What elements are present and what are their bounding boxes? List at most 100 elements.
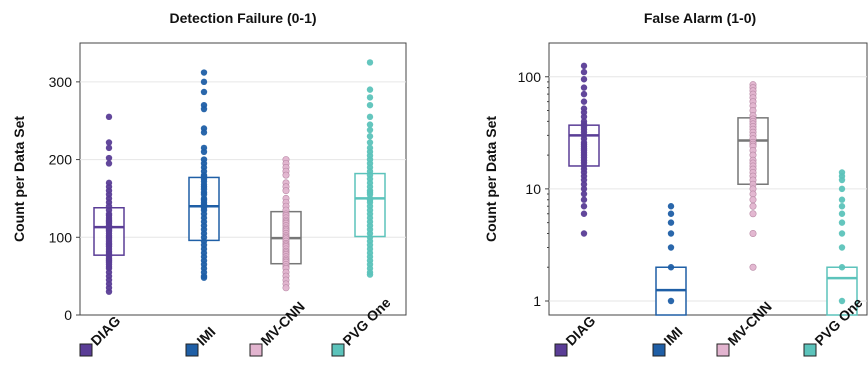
data-point [580, 113, 588, 120]
data-point [366, 121, 374, 128]
data-point [366, 86, 374, 93]
data-point [105, 154, 113, 162]
category-label: PVG One [331, 294, 394, 357]
data-point [105, 288, 113, 295]
data-point [200, 88, 208, 96]
data-point [200, 129, 208, 136]
data-point [580, 90, 588, 98]
data-point [667, 244, 675, 251]
category-text: DIAG [87, 312, 123, 348]
data-point [366, 133, 374, 140]
category-text: MV-CNN [724, 298, 774, 348]
detection-failure-panel: Detection Failure (0-1) Count per Data S… [11, 10, 407, 357]
category-labels: DIAG IMI MV-CNN PVG One [554, 294, 866, 357]
box-pvg-one [826, 266, 858, 316]
data-point [366, 271, 374, 278]
category-labels: DIAG IMI MV-CNN PVG One [79, 294, 394, 357]
data-point [105, 113, 113, 121]
category-diamond-icon [652, 343, 666, 357]
chart-title: Detection Failure (0-1) [169, 10, 316, 26]
data-point [366, 94, 374, 101]
grid [80, 81, 406, 238]
points-imi [667, 203, 675, 305]
points-pvg-one [838, 169, 846, 305]
category-text: DIAG [562, 312, 598, 348]
data-point [667, 297, 675, 305]
data-point [200, 148, 208, 155]
box-imi [655, 266, 687, 316]
data-point [200, 78, 208, 86]
data-point [838, 176, 846, 184]
false-alarm-panel: False Alarm (1-0) Count per Data Set 1 10… [483, 10, 868, 357]
data-point [580, 84, 588, 91]
data-point [366, 113, 374, 121]
grid [549, 76, 867, 302]
points-mv-cnn [282, 156, 290, 292]
points-pvg-one [366, 59, 374, 278]
category-diamond-icon [716, 343, 730, 357]
y-tick-label: 200 [49, 152, 73, 168]
data-point [667, 203, 675, 210]
data-point [105, 160, 113, 167]
category-diamond-icon [554, 343, 568, 357]
data-point [838, 219, 846, 226]
data-point [580, 76, 588, 83]
data-point [838, 264, 846, 271]
data-point [667, 230, 675, 237]
data-point [105, 139, 113, 146]
data-point [580, 185, 588, 193]
y-axis-label: Count per Data Set [11, 116, 27, 242]
points [580, 62, 846, 305]
y-tick-label: 100 [518, 69, 542, 85]
data-point [749, 229, 757, 237]
data-point [838, 230, 846, 237]
plot-frame [79, 42, 407, 316]
data-point [200, 274, 208, 281]
category-diamond-icon [185, 343, 199, 357]
category-label: DIAG [554, 312, 599, 357]
data-point [838, 196, 846, 203]
category-diamond-icon [803, 343, 817, 357]
data-point [838, 244, 846, 251]
category-label: IMI [185, 324, 218, 357]
category-text: PVG One [339, 294, 393, 348]
chart-title: False Alarm (1-0) [644, 10, 756, 26]
data-point [580, 62, 588, 70]
data-point [838, 185, 846, 193]
data-point [580, 203, 588, 210]
data-point [838, 210, 846, 217]
data-point [200, 69, 208, 76]
y-tick-label: 10 [525, 181, 541, 197]
category-label: MV-CNN [249, 298, 308, 357]
y-tick-label: 0 [64, 307, 72, 323]
category-diamond-icon [331, 343, 345, 357]
data-point [366, 101, 374, 109]
data-point [749, 202, 757, 210]
data-point [580, 181, 588, 188]
boxes [93, 172, 386, 265]
category-label: MV-CNN [716, 298, 775, 357]
data-point [667, 264, 675, 271]
data-point [580, 196, 588, 203]
data-point [366, 59, 374, 66]
data-point [580, 230, 588, 237]
data-point [838, 203, 846, 210]
category-text: MV-CNN [257, 298, 307, 348]
data-point [580, 68, 588, 76]
category-label: IMI [652, 324, 685, 357]
data-point [580, 98, 588, 105]
points-imi [200, 69, 208, 281]
data-point [366, 126, 374, 134]
y-tick-label: 300 [49, 74, 73, 90]
data-point [366, 139, 374, 146]
data-point [749, 210, 757, 218]
data-point [105, 144, 113, 152]
y-tick-label: 100 [49, 229, 73, 245]
points [105, 59, 374, 295]
y-ticks: 1 10 100 [518, 69, 549, 309]
y-axis-label: Count per Data Set [483, 116, 499, 242]
data-point [282, 187, 290, 195]
plot-frame [548, 42, 868, 316]
points-diag [105, 113, 113, 295]
data-point [200, 105, 208, 113]
